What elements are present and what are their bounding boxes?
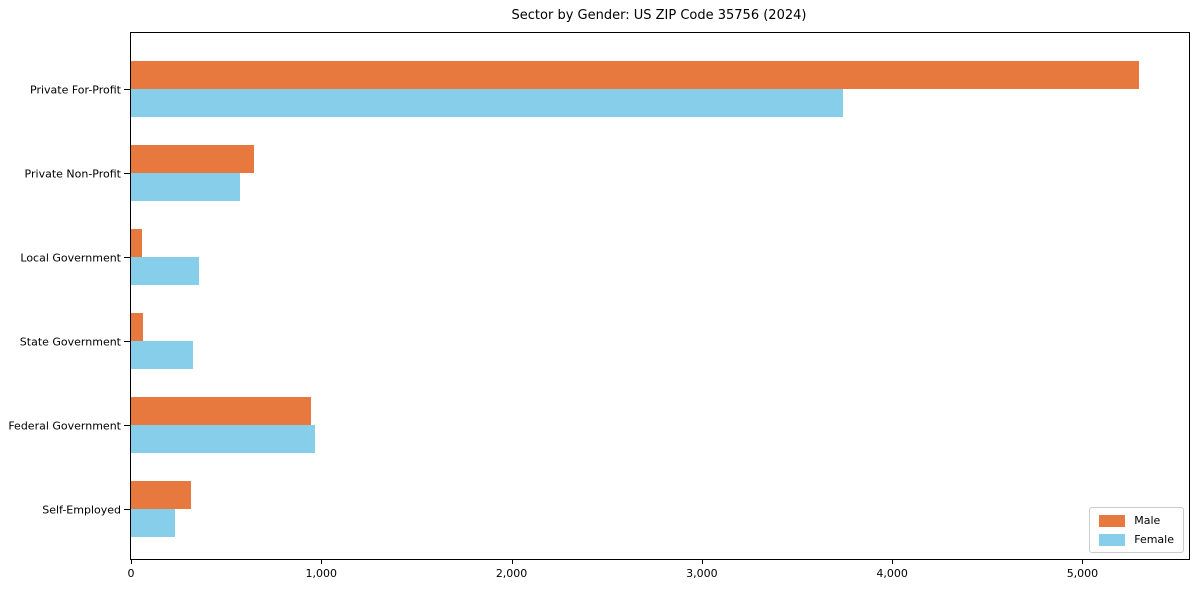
y-tick-label: Private Non-Profit (24, 167, 121, 180)
x-tick-label: 2,000 (495, 567, 528, 580)
y-tick-label: Federal Government (8, 419, 121, 432)
legend-label-male: Male (1134, 514, 1161, 527)
bar-female-1 (131, 173, 241, 201)
bar-male-1 (131, 145, 254, 173)
x-tick-mark (701, 559, 703, 564)
x-tick-label: 0 (127, 567, 135, 580)
x-tick-mark (131, 559, 132, 564)
legend-swatch-male (1099, 514, 1126, 527)
bar-male-2 (131, 229, 143, 257)
y-tick-label: Private For-Profit (30, 83, 121, 96)
y-tick-mark (124, 509, 130, 510)
bar-female-4 (131, 425, 315, 453)
bar-male-4 (131, 397, 311, 425)
legend-entry-male: Male (1099, 514, 1174, 527)
bar-female-3 (131, 341, 193, 369)
chart-title: Sector by Gender: US ZIP Code 35756 (202… (511, 8, 807, 23)
x-tick-label: 4,000 (876, 567, 908, 580)
legend: Male Female (1089, 507, 1184, 553)
x-tick-label: 5,000 (1066, 567, 1099, 580)
bar-female-2 (131, 257, 199, 285)
legend-entry-female: Female (1099, 533, 1174, 546)
y-tick-label: Local Government (20, 251, 121, 264)
x-tick-mark (1082, 559, 1084, 564)
y-tick-mark (124, 425, 130, 426)
x-tick-mark (892, 559, 894, 564)
y-tick-mark (124, 173, 130, 174)
x-tick-mark (321, 559, 323, 564)
y-tick-label: Self-Employed (42, 503, 121, 516)
legend-swatch-female (1099, 533, 1126, 546)
bar-female-0 (131, 89, 843, 117)
y-tick-mark (124, 89, 130, 90)
y-tick-mark (124, 341, 130, 342)
legend-label-female: Female (1134, 533, 1174, 546)
bar-male-5 (131, 481, 191, 509)
x-tick-label: 1,000 (305, 567, 338, 580)
bar-female-5 (131, 509, 175, 537)
bar-male-0 (131, 61, 1139, 89)
y-tick-label: State Government (19, 335, 121, 348)
plot-area: Male Female Private For-Profit Private No… (8, 32, 1190, 580)
x-tick-label: 3,000 (686, 567, 718, 580)
y-tick-mark (124, 257, 130, 258)
x-tick-mark (511, 559, 513, 564)
bar-male-3 (131, 313, 143, 341)
